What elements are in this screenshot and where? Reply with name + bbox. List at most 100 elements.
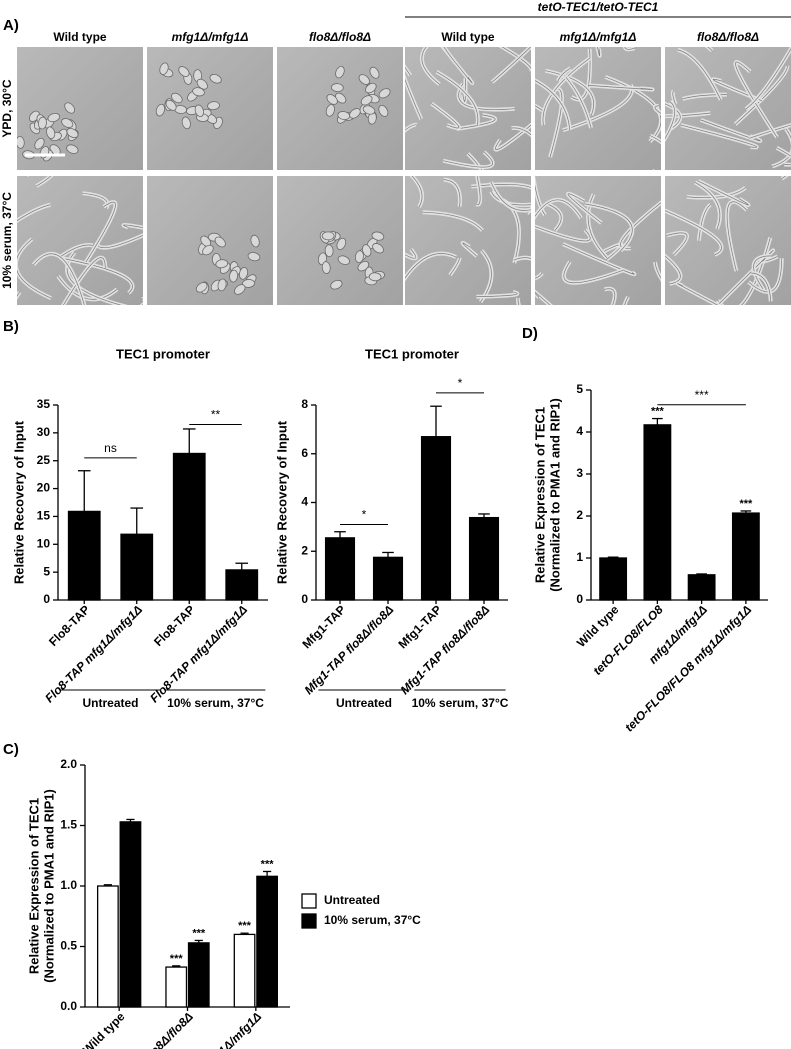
micrograph bbox=[147, 176, 273, 305]
hypha-edge bbox=[449, 257, 460, 276]
hypha-edge bbox=[700, 119, 761, 142]
y-tick-label: 0 bbox=[301, 592, 308, 606]
y-axis-label: (Normalized to PMA1 and RIP1) bbox=[41, 789, 56, 983]
panel-label: A) bbox=[3, 17, 19, 34]
yeast-cell bbox=[64, 102, 76, 114]
yeast-cell bbox=[330, 83, 344, 92]
micrograph bbox=[17, 176, 143, 305]
hypha-edge bbox=[654, 105, 661, 114]
y-tick-label: 3 bbox=[576, 466, 583, 480]
y-axis-label: Relative Expression of TEC1 bbox=[26, 798, 41, 974]
significance-label: * bbox=[458, 376, 463, 390]
micrograph bbox=[405, 47, 531, 170]
hypha-edge bbox=[462, 242, 478, 257]
y-axis-label: Relative Recovery of Input bbox=[274, 420, 289, 584]
group-label: 10% serum, 37°C bbox=[412, 696, 509, 710]
yeast-cell bbox=[159, 62, 169, 75]
hypha-edge bbox=[557, 67, 571, 82]
bar bbox=[225, 569, 259, 601]
cells bbox=[535, 176, 661, 305]
y-tick-label: 4 bbox=[576, 424, 583, 438]
hypha-edge bbox=[677, 283, 719, 305]
x-tick-label: Mfg1-TAP bbox=[299, 602, 348, 651]
yeast-cell bbox=[365, 82, 377, 94]
yeast-cell bbox=[335, 66, 345, 79]
yeast-cell bbox=[354, 250, 364, 264]
hypha-edge bbox=[36, 176, 52, 187]
hypha-edge bbox=[694, 182, 721, 230]
panel-label: B) bbox=[3, 318, 19, 335]
bar bbox=[599, 557, 628, 601]
yeast-cell bbox=[66, 128, 79, 139]
hypha-edge bbox=[456, 114, 496, 130]
cells bbox=[535, 47, 661, 170]
cells bbox=[317, 230, 385, 290]
row-label: YPD, 30°C bbox=[0, 79, 14, 137]
hypha-edge bbox=[665, 210, 722, 256]
hypha-edge bbox=[665, 255, 681, 285]
cells bbox=[195, 232, 261, 295]
yeast-cell bbox=[325, 104, 335, 117]
x-tick-label: Mfg1-TAP flo8Δ/flo8Δ bbox=[398, 602, 493, 697]
yeast-cell bbox=[229, 269, 239, 283]
cells bbox=[665, 176, 789, 305]
yeast-cell bbox=[207, 101, 220, 111]
image-bg bbox=[535, 47, 661, 170]
column-header: Wild type bbox=[441, 30, 495, 44]
hypha-edge bbox=[624, 47, 635, 50]
y-tick-label: 5 bbox=[576, 382, 583, 396]
bar bbox=[187, 942, 210, 1008]
hypha-edge bbox=[698, 204, 711, 241]
hypha-edge bbox=[491, 47, 531, 83]
yeast-cell bbox=[358, 74, 370, 85]
micrograph bbox=[535, 176, 661, 305]
chart-title: TEC1 promoter bbox=[365, 346, 459, 361]
hypha-edge bbox=[584, 203, 633, 251]
cells bbox=[405, 176, 531, 305]
hypha-edge bbox=[33, 253, 85, 305]
hypha-edge bbox=[517, 297, 520, 305]
yeast-cell bbox=[192, 87, 205, 97]
yeast-cell bbox=[371, 231, 385, 241]
hypha-edge bbox=[467, 153, 483, 170]
hypha-edge bbox=[462, 78, 466, 102]
hypha-edge bbox=[545, 203, 562, 231]
significance-label: *** bbox=[170, 953, 184, 965]
yeast-cell bbox=[321, 261, 331, 274]
yeast-cell bbox=[34, 137, 45, 150]
yeast-cell bbox=[247, 252, 261, 262]
cells bbox=[155, 62, 223, 130]
y-tick-label: 30 bbox=[37, 425, 51, 439]
y-tick-label: 15 bbox=[37, 509, 51, 523]
yeast-cell bbox=[217, 278, 227, 292]
yeast-cell bbox=[324, 244, 334, 258]
micrograph bbox=[535, 47, 661, 170]
row-label: 10% serum, 37°C bbox=[0, 192, 14, 289]
significance-label: *** bbox=[695, 388, 709, 402]
group-label: Untreated bbox=[336, 696, 392, 710]
y-tick-label: 2 bbox=[576, 508, 583, 522]
bar bbox=[372, 556, 404, 601]
hypha-edge bbox=[726, 201, 748, 272]
hypha-edge bbox=[123, 224, 143, 229]
hypha-edge bbox=[443, 47, 456, 63]
micrograph bbox=[17, 47, 143, 170]
yeast-cell bbox=[326, 94, 338, 105]
hypha-edge bbox=[513, 257, 531, 261]
y-tick-label: 8 bbox=[301, 397, 308, 411]
yeast-cell bbox=[362, 105, 376, 115]
hypha-edge bbox=[411, 176, 423, 208]
hypha-edge bbox=[654, 261, 661, 279]
micrograph bbox=[405, 176, 531, 305]
yeast-cell bbox=[215, 259, 229, 269]
hypha-edge bbox=[563, 261, 624, 284]
yeast-cell bbox=[178, 66, 190, 77]
hypha-edge bbox=[698, 180, 749, 206]
hypha-edge bbox=[59, 257, 133, 294]
panel-label: D) bbox=[522, 325, 538, 342]
y-tick-label: 1 bbox=[576, 550, 583, 564]
yeast-cell bbox=[195, 282, 208, 293]
yeast-cell bbox=[360, 95, 373, 106]
bar bbox=[120, 533, 154, 601]
hypha-edge bbox=[587, 193, 608, 259]
